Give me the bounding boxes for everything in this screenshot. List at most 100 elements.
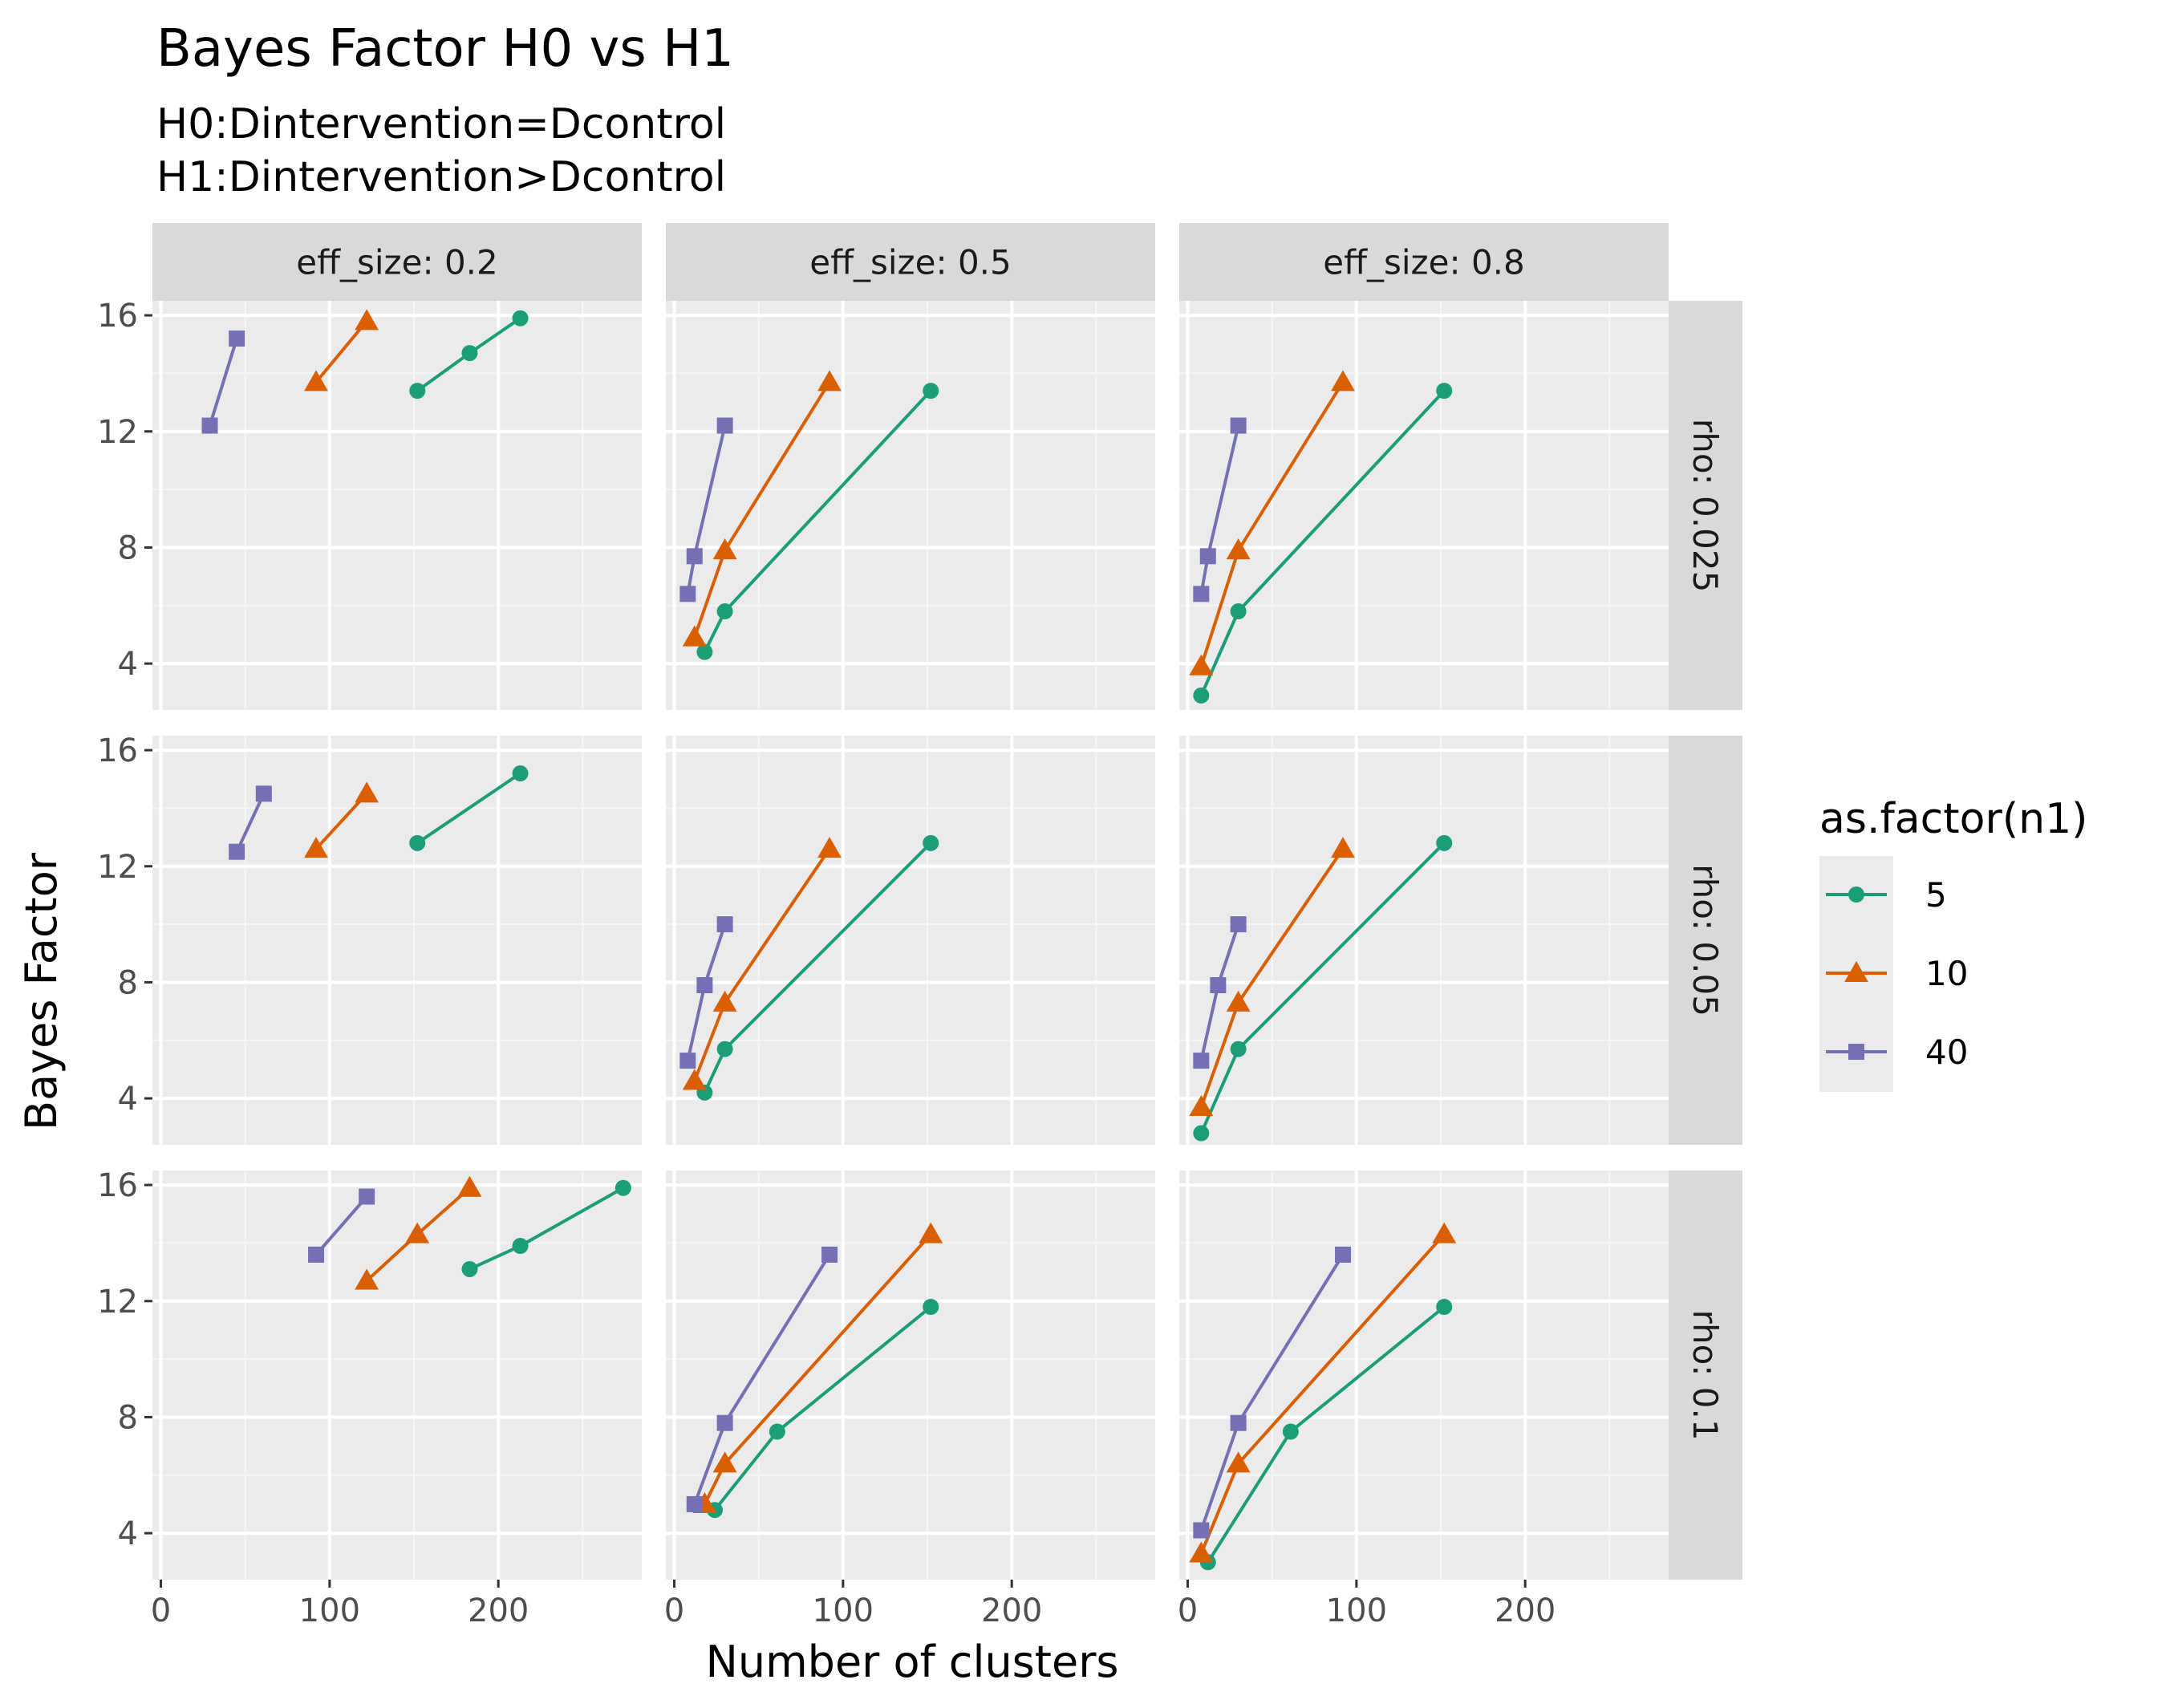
y-tick-label: 8 <box>118 964 138 1001</box>
data-point-n1-10 <box>1226 990 1251 1012</box>
data-point-n1-10 <box>1189 1095 1214 1117</box>
y-tick-label: 8 <box>118 1399 138 1436</box>
data-point-n1-10 <box>457 1175 482 1197</box>
data-point-n1-5 <box>716 1041 733 1057</box>
data-point-n1-5 <box>409 834 426 851</box>
data-point-n1-10 <box>1189 654 1214 675</box>
panel-r1-c0: 4 8 12 16 <box>97 732 642 1145</box>
data-point-n1-10 <box>712 990 737 1012</box>
data-point-n1-5 <box>461 345 478 362</box>
data-point-n1-10 <box>712 1451 737 1473</box>
row-strip-label-2: rho: 0.1 <box>1685 1309 1725 1440</box>
data-point-n1-40 <box>255 785 272 802</box>
y-tick-label: 16 <box>97 732 138 769</box>
data-point-n1-5 <box>461 1260 478 1277</box>
data-point-n1-40 <box>1230 916 1247 933</box>
data-point-n1-40 <box>716 417 733 434</box>
data-point-n1-10 <box>919 1222 943 1243</box>
data-point-n1-10 <box>355 781 379 803</box>
panel-r0-c0: 4 8 12 16 <box>97 298 642 710</box>
data-point-n1-40 <box>679 586 696 602</box>
data-point-n1-40 <box>716 1414 733 1431</box>
column-strip-1 <box>666 223 1155 301</box>
data-point-n1-10 <box>682 1069 707 1090</box>
panel-background <box>1179 301 1669 710</box>
data-point-n1-10 <box>1226 538 1251 560</box>
data-point-n1-40 <box>679 1053 696 1069</box>
data-point-n1-40 <box>686 548 703 565</box>
data-point-n1-10 <box>712 538 737 560</box>
column-strip-0 <box>152 223 642 301</box>
data-point-n1-40 <box>1230 417 1247 434</box>
data-point-n1-10 <box>682 625 707 647</box>
y-tick-label: 12 <box>97 1284 138 1321</box>
x-tick-label: 0 <box>1178 1592 1198 1629</box>
series-line-n1-40 <box>208 338 239 427</box>
legend-key-marker-5 <box>1848 886 1864 903</box>
data-point-n1-5 <box>716 603 733 620</box>
y-tick-label: 12 <box>97 414 138 451</box>
data-point-n1-40 <box>1193 1053 1210 1069</box>
data-point-n1-5 <box>696 643 713 660</box>
data-point-n1-10 <box>405 1222 430 1243</box>
data-point-n1-40 <box>1210 977 1227 994</box>
legend: as.factor(n1) 5 10 40 <box>1819 795 2087 1092</box>
chart-subtitle-line-1: H0:Dintervention=Dcontrol <box>156 100 726 148</box>
x-tick-label: 0 <box>151 1592 171 1629</box>
data-point-n1-5 <box>512 310 529 327</box>
row-strip-1 <box>1669 736 1742 1145</box>
data-point-n1-5 <box>615 1179 631 1196</box>
data-point-n1-5 <box>923 834 939 851</box>
x-tick-label: 100 <box>813 1592 874 1629</box>
data-point-n1-10 <box>355 1268 379 1290</box>
data-point-n1-10 <box>304 370 328 392</box>
data-point-n1-40 <box>1193 1522 1210 1539</box>
series-line-n1-10 <box>314 320 368 383</box>
data-point-n1-40 <box>229 843 245 860</box>
data-point-n1-5 <box>923 383 939 400</box>
legend-key-marker-40 <box>1848 1044 1864 1060</box>
panel-background <box>152 736 642 1145</box>
data-point-n1-10 <box>1331 370 1355 392</box>
series-line-n1-10 <box>314 792 368 850</box>
data-point-n1-40 <box>229 331 245 347</box>
series-line-n1-40 <box>314 1195 368 1256</box>
data-point-n1-5 <box>512 765 529 782</box>
series-line-n1-40 <box>235 793 266 853</box>
chart-title: Bayes Factor H0 vs H1 <box>156 19 734 79</box>
legend-key-marker-10 <box>1844 961 1868 983</box>
panel-r1-c1 <box>666 736 1155 1145</box>
panel-r1-c2 <box>1179 736 1669 1145</box>
data-point-n1-10 <box>1189 1541 1214 1563</box>
data-point-n1-40 <box>821 1246 838 1263</box>
panel-background <box>666 301 1155 710</box>
data-point-n1-10 <box>1331 837 1355 858</box>
data-point-n1-5 <box>1282 1423 1299 1440</box>
series-line-n1-5 <box>416 772 521 845</box>
data-point-n1-5 <box>1193 1125 1210 1142</box>
x-tick-label: 200 <box>468 1592 529 1629</box>
panel-background <box>152 1170 642 1580</box>
legend-label-40: 40 <box>1925 1033 1968 1072</box>
x-tick-label: 100 <box>299 1592 360 1629</box>
panel-background <box>1179 1170 1669 1580</box>
y-tick-label: 12 <box>97 849 138 886</box>
legend-label-5: 5 <box>1925 875 1947 915</box>
chart-subtitle-line-2: H1:Dintervention>Dcontrol <box>156 153 726 201</box>
data-point-n1-40 <box>696 977 713 994</box>
column-strip-label-2: eff_size: 0.8 <box>1323 243 1525 282</box>
data-point-n1-5 <box>1436 383 1453 400</box>
panel-r0-c1 <box>666 301 1155 710</box>
data-point-n1-10 <box>817 837 842 858</box>
data-point-n1-5 <box>923 1299 939 1315</box>
panel-background <box>666 1170 1155 1580</box>
legend-title: as.factor(n1) <box>1819 795 2087 843</box>
panel-r2-c1: 0 100 200 <box>664 1170 1155 1629</box>
x-tick-label: 0 <box>664 1592 684 1629</box>
column-strip-label-1: eff_size: 0.5 <box>809 243 1012 282</box>
panel-r2-c2: 0 100 200 <box>1178 1170 1669 1629</box>
data-point-n1-10 <box>304 837 328 858</box>
data-point-n1-40 <box>201 417 218 434</box>
data-point-n1-5 <box>512 1238 529 1255</box>
